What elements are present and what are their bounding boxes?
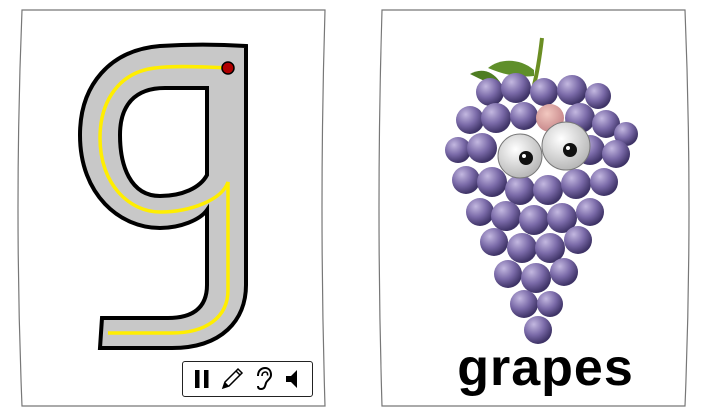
word-picture-card: grapes <box>374 0 707 417</box>
pause-button[interactable] <box>189 365 215 393</box>
listen-button[interactable] <box>250 365 276 393</box>
start-dot <box>221 61 235 75</box>
pencil-button[interactable] <box>219 365 245 393</box>
speaker-icon <box>285 370 297 388</box>
grapes-with-eyes-icon[interactable] <box>430 30 650 350</box>
picture-word: grapes <box>457 339 634 397</box>
ear-icon <box>256 366 272 391</box>
letter-toolbar <box>182 361 313 397</box>
sound-button[interactable] <box>280 365 306 393</box>
letter-tracing-card <box>0 0 333 417</box>
pencil-icon <box>222 367 244 390</box>
letter-g-tracing-icon[interactable] <box>0 0 333 417</box>
pause-icon <box>195 370 209 388</box>
googly-eyes <box>497 121 591 179</box>
